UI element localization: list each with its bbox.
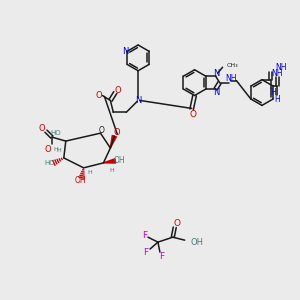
Text: O: O xyxy=(98,126,104,135)
Text: F: F xyxy=(143,248,148,256)
Text: O: O xyxy=(39,124,45,133)
Text: H: H xyxy=(270,88,276,97)
Polygon shape xyxy=(103,159,116,163)
Text: NH: NH xyxy=(271,69,283,78)
Text: H: H xyxy=(274,95,280,104)
Text: F: F xyxy=(142,231,148,240)
Text: CH₃: CH₃ xyxy=(226,63,238,68)
Text: HO: HO xyxy=(45,160,55,166)
Text: N: N xyxy=(122,47,128,56)
Text: O: O xyxy=(45,145,51,154)
Text: HO: HO xyxy=(51,130,61,136)
Polygon shape xyxy=(110,135,116,148)
Text: O: O xyxy=(189,110,196,119)
Text: NH: NH xyxy=(225,74,236,83)
Text: O: O xyxy=(115,86,122,95)
Text: N: N xyxy=(213,69,220,78)
Text: OH: OH xyxy=(113,156,125,165)
Text: N: N xyxy=(135,96,141,105)
Text: OH: OH xyxy=(75,176,86,185)
Text: NH: NH xyxy=(275,63,286,72)
Text: H: H xyxy=(87,170,92,175)
Text: OH: OH xyxy=(190,238,204,247)
Text: O: O xyxy=(95,91,102,100)
Text: H: H xyxy=(53,146,58,152)
Text: O: O xyxy=(173,219,180,228)
Text: H: H xyxy=(56,148,61,152)
Text: H: H xyxy=(109,168,114,173)
Text: F: F xyxy=(159,251,164,260)
Text: O: O xyxy=(114,128,121,137)
Text: N: N xyxy=(213,88,220,97)
